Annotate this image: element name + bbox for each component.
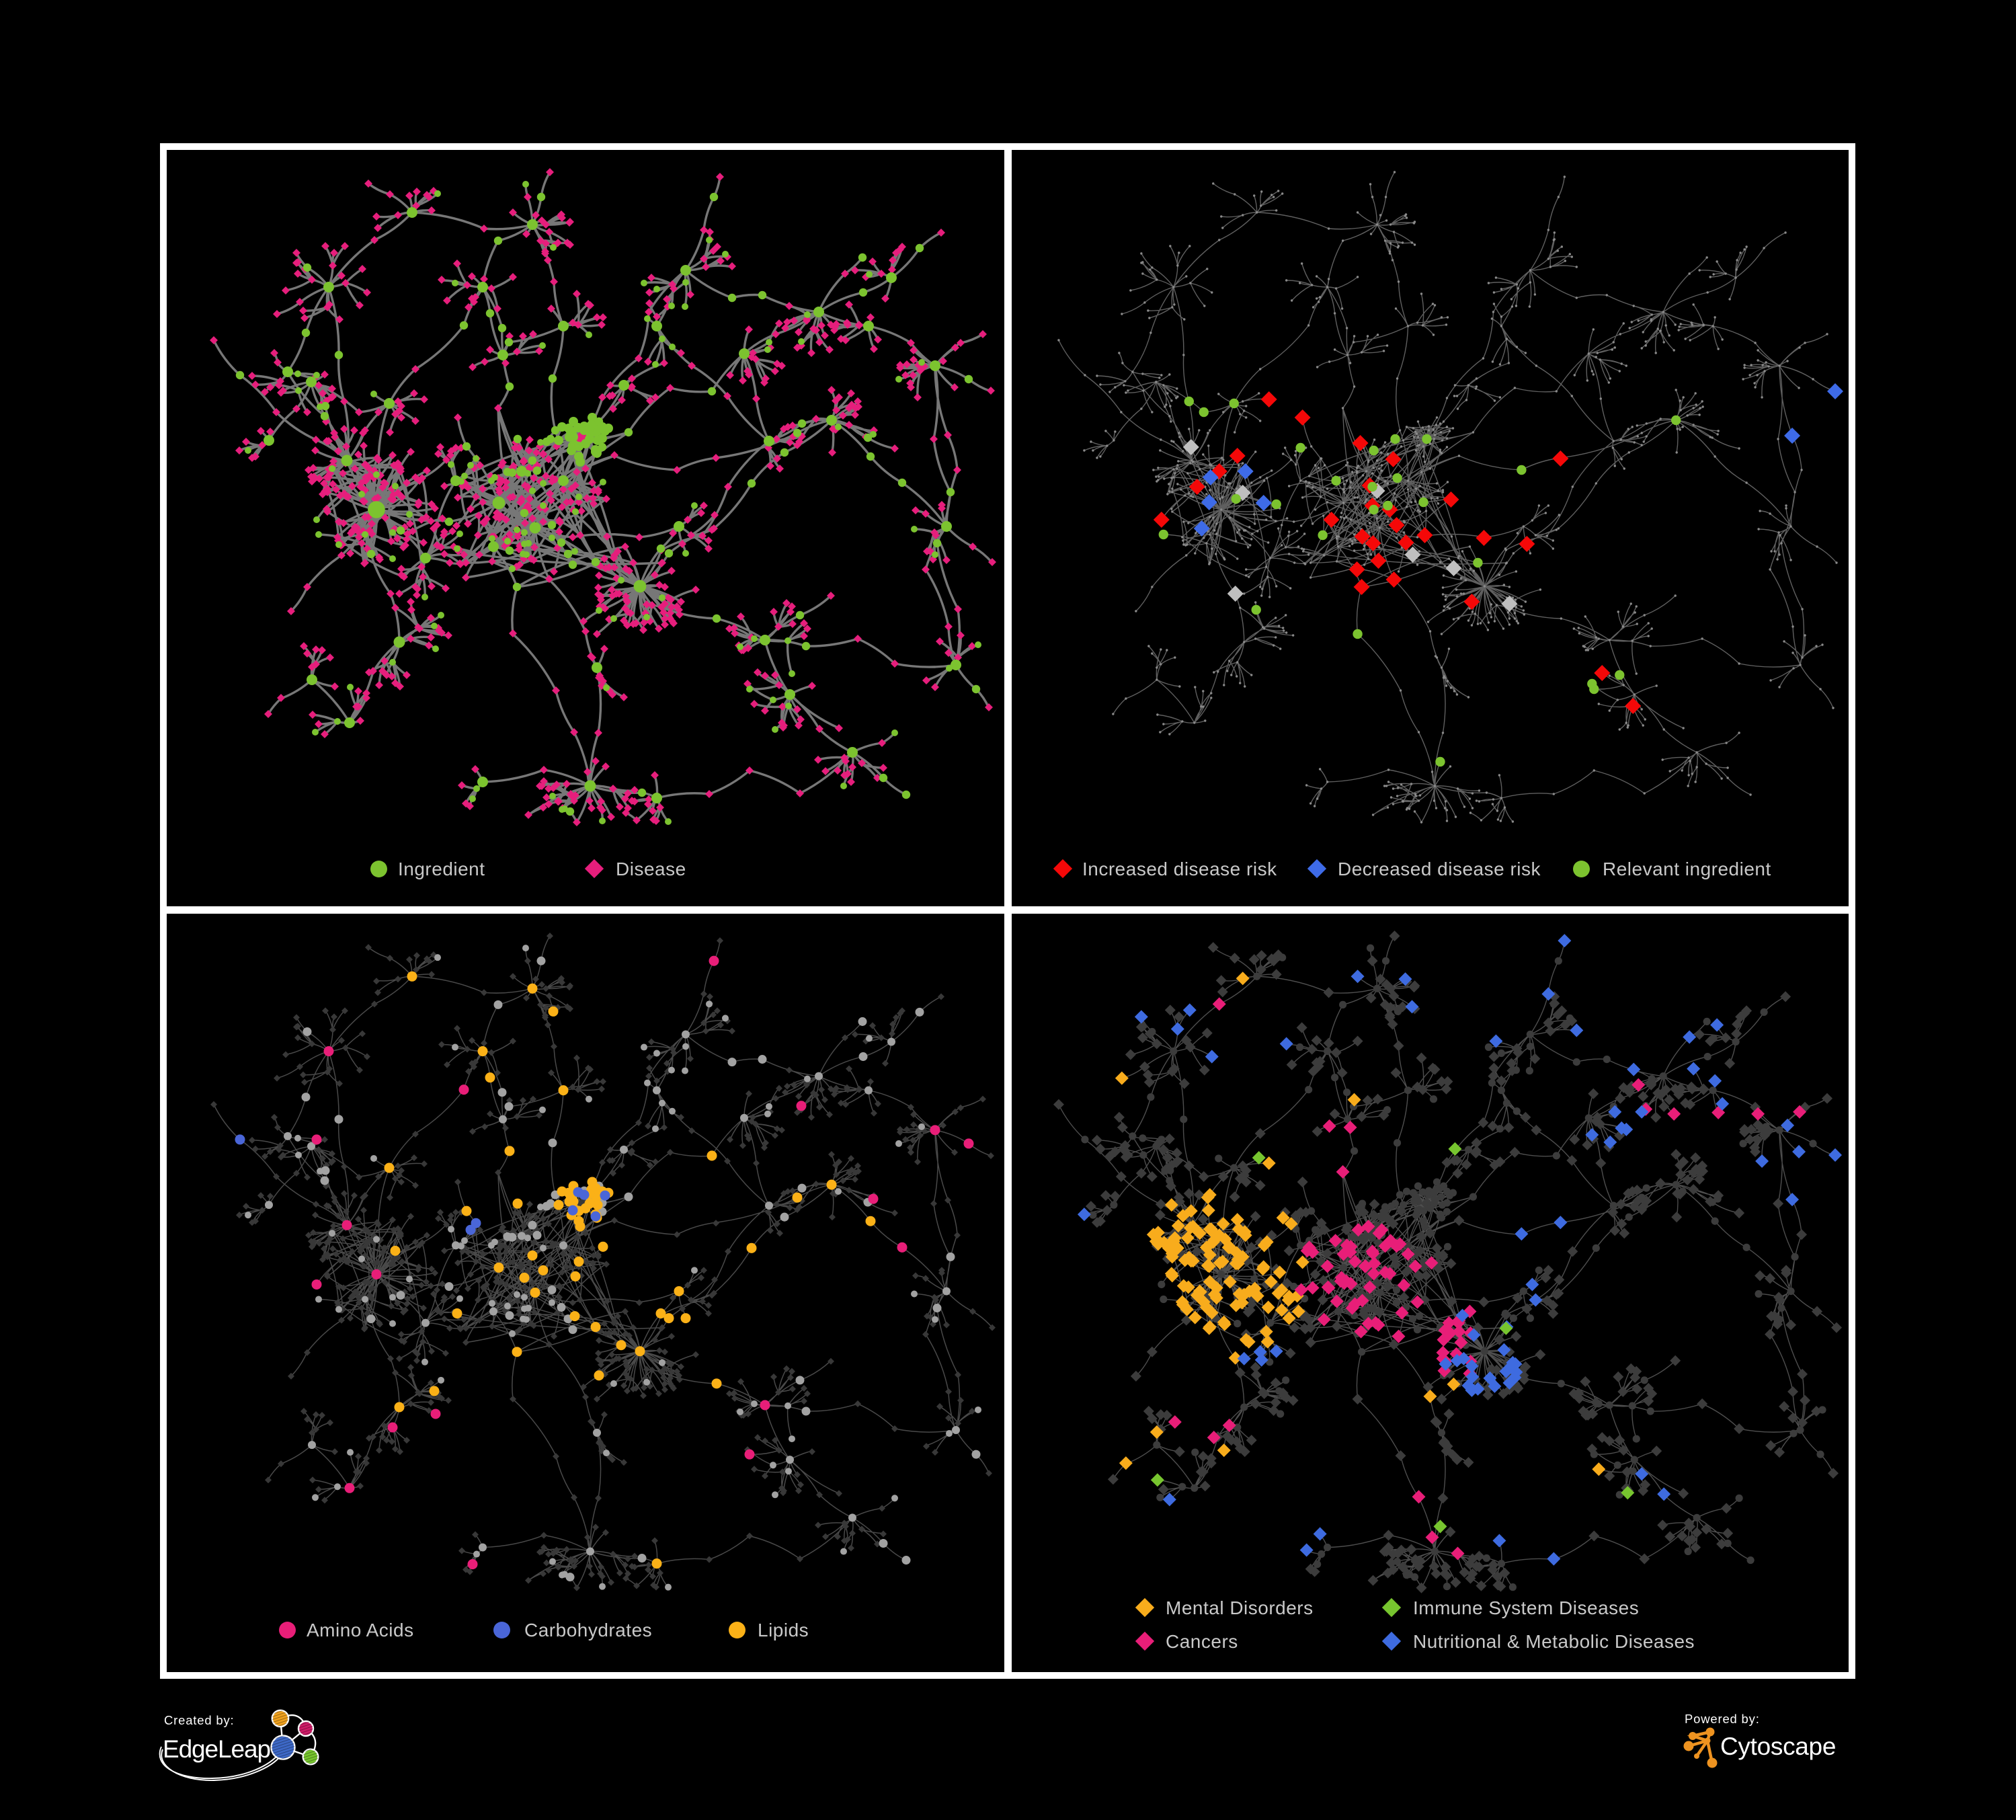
svg-text:Powered by:: Powered by: xyxy=(1685,1712,1760,1726)
svg-text:Cytoscape: Cytoscape xyxy=(1720,1733,1836,1760)
svg-text:Created by:: Created by: xyxy=(164,1713,234,1727)
svg-text:EdgeLeap: EdgeLeap xyxy=(163,1735,270,1763)
